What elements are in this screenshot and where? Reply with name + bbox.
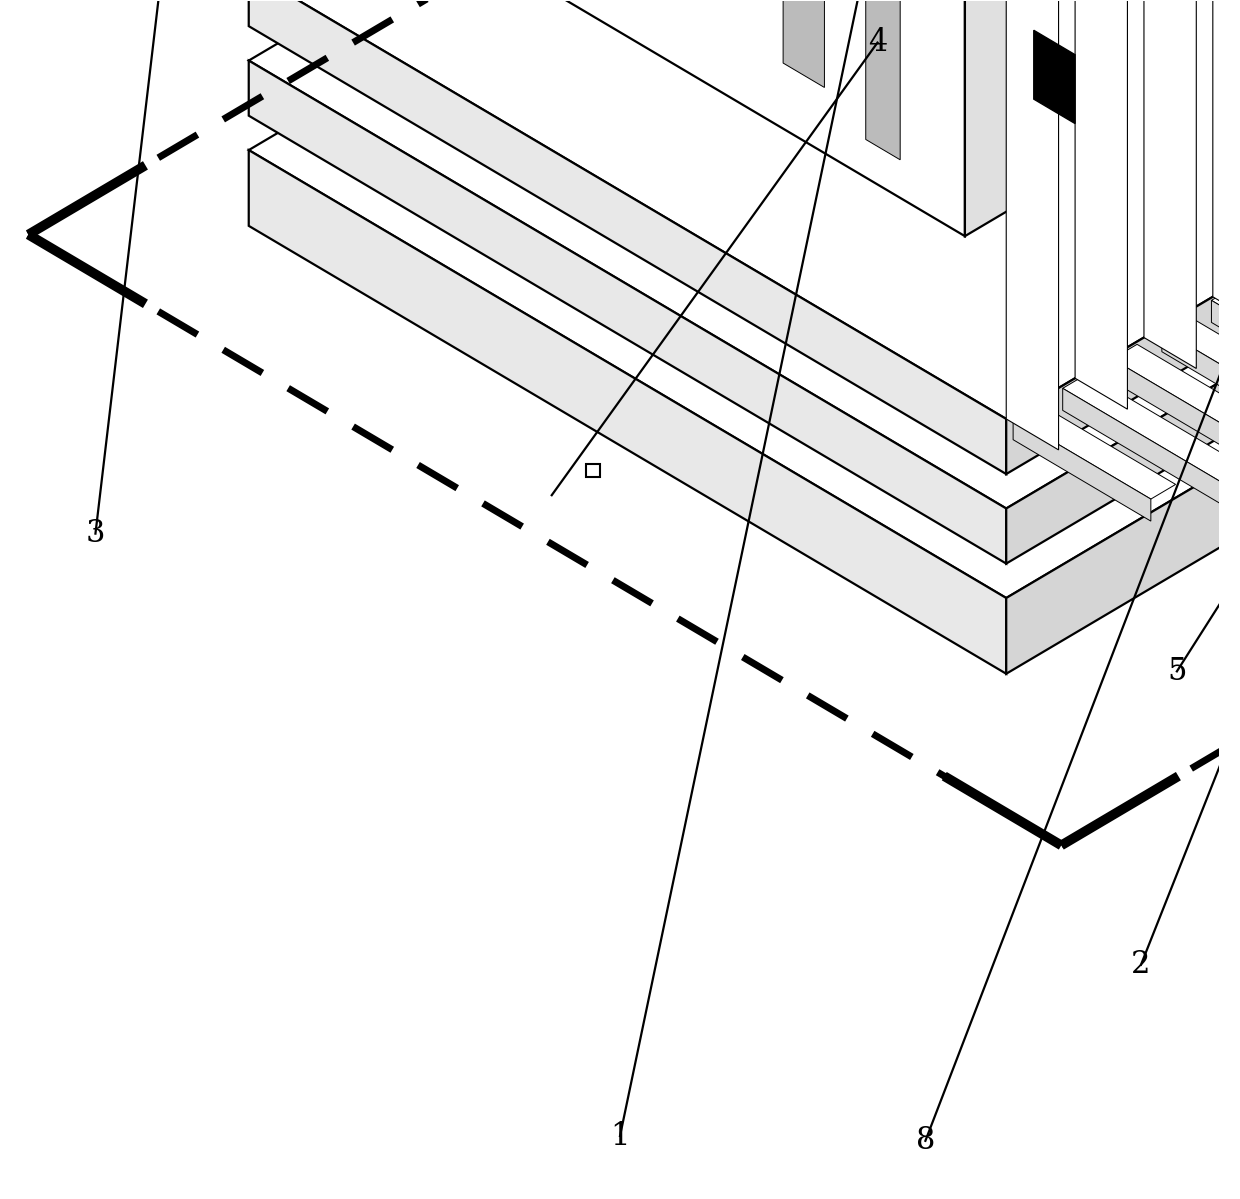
Polygon shape [1162, 315, 1240, 444]
Polygon shape [1075, 0, 1127, 409]
Text: 2: 2 [1131, 950, 1151, 981]
Text: 4: 4 [868, 28, 887, 58]
Polygon shape [249, 0, 965, 236]
Polygon shape [1034, 30, 1075, 123]
Polygon shape [965, 0, 1013, 236]
Polygon shape [249, 150, 1006, 674]
Polygon shape [1211, 285, 1240, 381]
Polygon shape [1162, 330, 1240, 465]
Polygon shape [1006, 0, 1240, 564]
Polygon shape [1145, 0, 1197, 368]
Polygon shape [1013, 403, 1176, 499]
Polygon shape [1211, 301, 1240, 404]
Polygon shape [1213, 0, 1240, 327]
Polygon shape [249, 0, 1240, 418]
Text: 8: 8 [915, 1126, 935, 1156]
Polygon shape [1063, 388, 1240, 524]
Polygon shape [1063, 374, 1240, 502]
Polygon shape [784, 0, 825, 88]
Polygon shape [1006, 0, 1240, 474]
Polygon shape [249, 0, 1240, 508]
Polygon shape [866, 0, 900, 159]
Text: 5: 5 [1167, 656, 1187, 687]
Text: 1: 1 [610, 1121, 630, 1151]
Bar [587, 464, 600, 477]
Polygon shape [249, 61, 1006, 564]
Polygon shape [249, 0, 1240, 598]
Polygon shape [1112, 344, 1240, 440]
Polygon shape [1013, 417, 1151, 522]
Polygon shape [249, 0, 1006, 474]
Text: 3: 3 [86, 518, 105, 549]
Polygon shape [1006, 0, 1059, 450]
Polygon shape [1006, 68, 1240, 674]
Polygon shape [1112, 359, 1240, 463]
